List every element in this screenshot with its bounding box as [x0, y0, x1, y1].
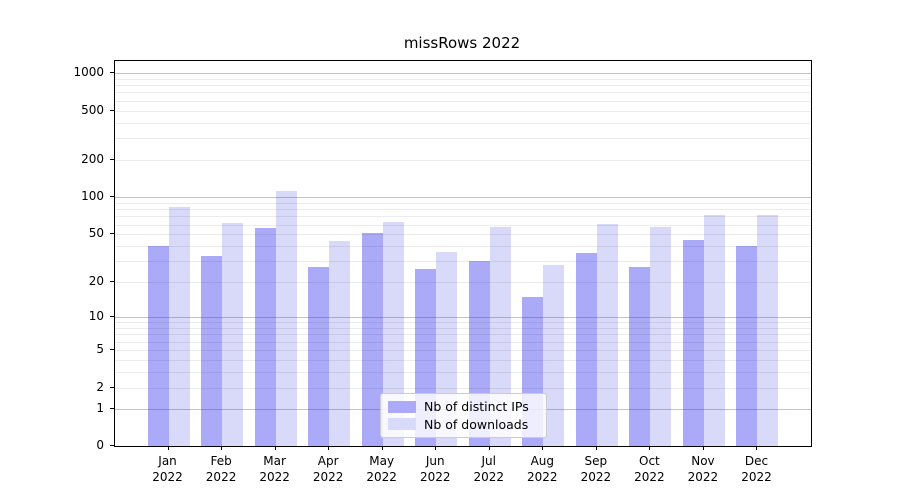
gridline-minor: [115, 246, 811, 248]
y-tick-label: 100: [81, 189, 104, 204]
gridline-minor: [115, 216, 811, 218]
bar-ips-may: [361, 233, 383, 446]
gridline-minor: [115, 138, 811, 140]
bar-downloads-nov: [703, 214, 725, 446]
bar-ips-oct: [629, 266, 651, 446]
bar-downloads-jul: [489, 227, 511, 446]
bar-downloads-may: [382, 221, 404, 446]
gridline-minor: [115, 282, 811, 284]
gridline-major: [115, 73, 811, 75]
legend-item-distinct-ips: Nb of distinct IPs: [388, 399, 539, 414]
gridline-minor: [115, 334, 811, 336]
y-tick-label: 0: [96, 438, 104, 452]
y-tick-label: 5: [96, 342, 104, 357]
legend-item-downloads: Nb of downloads: [388, 417, 539, 432]
y-tick-label: 500: [81, 102, 104, 117]
bar-ips-jan: [147, 246, 169, 446]
legend-label-distinct-ips: Nb of distinct IPs: [424, 399, 529, 415]
y-tick-label: 20: [88, 274, 104, 289]
bar-downloads-dec: [757, 214, 779, 446]
y-tick-label: 1000: [73, 65, 104, 80]
gridline-major: [115, 197, 811, 199]
x-tick-label: Mar 2022: [259, 454, 290, 484]
bar-ips-feb: [201, 256, 223, 446]
x-tick-label: May 2022: [366, 454, 397, 484]
x-tick-label: Oct 2022: [634, 454, 665, 484]
bar-downloads-jan: [168, 206, 190, 446]
legend-label-downloads: Nb of downloads: [424, 416, 529, 432]
gridline-minor: [115, 387, 811, 389]
bar-ips-nov: [682, 239, 704, 446]
gridline-minor: [115, 359, 811, 361]
gridline-minor: [115, 110, 811, 112]
bar-ips-apr: [308, 266, 330, 446]
chart-title: missRows 2022: [403, 34, 521, 52]
bar-downloads-feb: [222, 222, 244, 446]
bar-downloads-apr: [329, 241, 351, 446]
gridline-minor: [115, 85, 811, 87]
legend: Nb of distinct IPs Nb of downloads: [380, 393, 547, 438]
y-tick-label: 10: [88, 309, 104, 324]
plot-area: [114, 60, 812, 447]
x-tick-label: Jul 2022: [473, 454, 505, 484]
gridline-minor: [115, 328, 811, 330]
x-tick-label: Apr 2022: [312, 454, 344, 484]
grid-layer: [115, 61, 811, 446]
gridline-minor: [115, 350, 811, 352]
y-tick-label: 50: [88, 226, 104, 241]
gridline-minor: [115, 234, 811, 236]
x-tick-label: Sep 2022: [580, 454, 612, 484]
gridline-minor: [115, 322, 811, 324]
bar-ips-sep: [575, 253, 597, 446]
gridline-major: [115, 317, 811, 319]
gridline-minor: [115, 261, 811, 263]
x-tick-label: Jan 2022: [152, 454, 183, 484]
y-tick-label: 2: [96, 379, 104, 394]
x-tick-label: Aug 2022: [527, 454, 558, 484]
y-tick-label: 200: [81, 152, 104, 167]
bar-downloads-aug: [543, 264, 565, 446]
x-tick-label: Feb 2022: [205, 454, 237, 484]
bar-downloads-oct: [650, 227, 672, 446]
bar-downloads-mar: [275, 190, 297, 446]
x-tick-label: Dec 2022: [741, 454, 772, 484]
gridline-minor: [115, 341, 811, 343]
y-tick-label: 1: [96, 401, 104, 416]
x-tick-label: Nov 2022: [687, 454, 719, 484]
bar-ips-dec: [736, 246, 758, 446]
ips-color-swatch: [388, 400, 416, 413]
gridline-minor: [115, 92, 811, 94]
x-tick-label: Jun 2022: [419, 454, 451, 484]
bar-ips-mar: [254, 228, 276, 446]
gridline-minor: [115, 371, 811, 373]
gridline-minor: [115, 78, 811, 80]
gridline-minor: [115, 224, 811, 226]
gridline-minor: [115, 209, 811, 211]
gridline-minor: [115, 202, 811, 204]
gridline-minor: [115, 100, 811, 102]
gridline-minor: [115, 160, 811, 162]
downloads-color-swatch: [388, 418, 416, 431]
bar-downloads-sep: [596, 223, 618, 446]
gridline-minor: [115, 122, 811, 124]
